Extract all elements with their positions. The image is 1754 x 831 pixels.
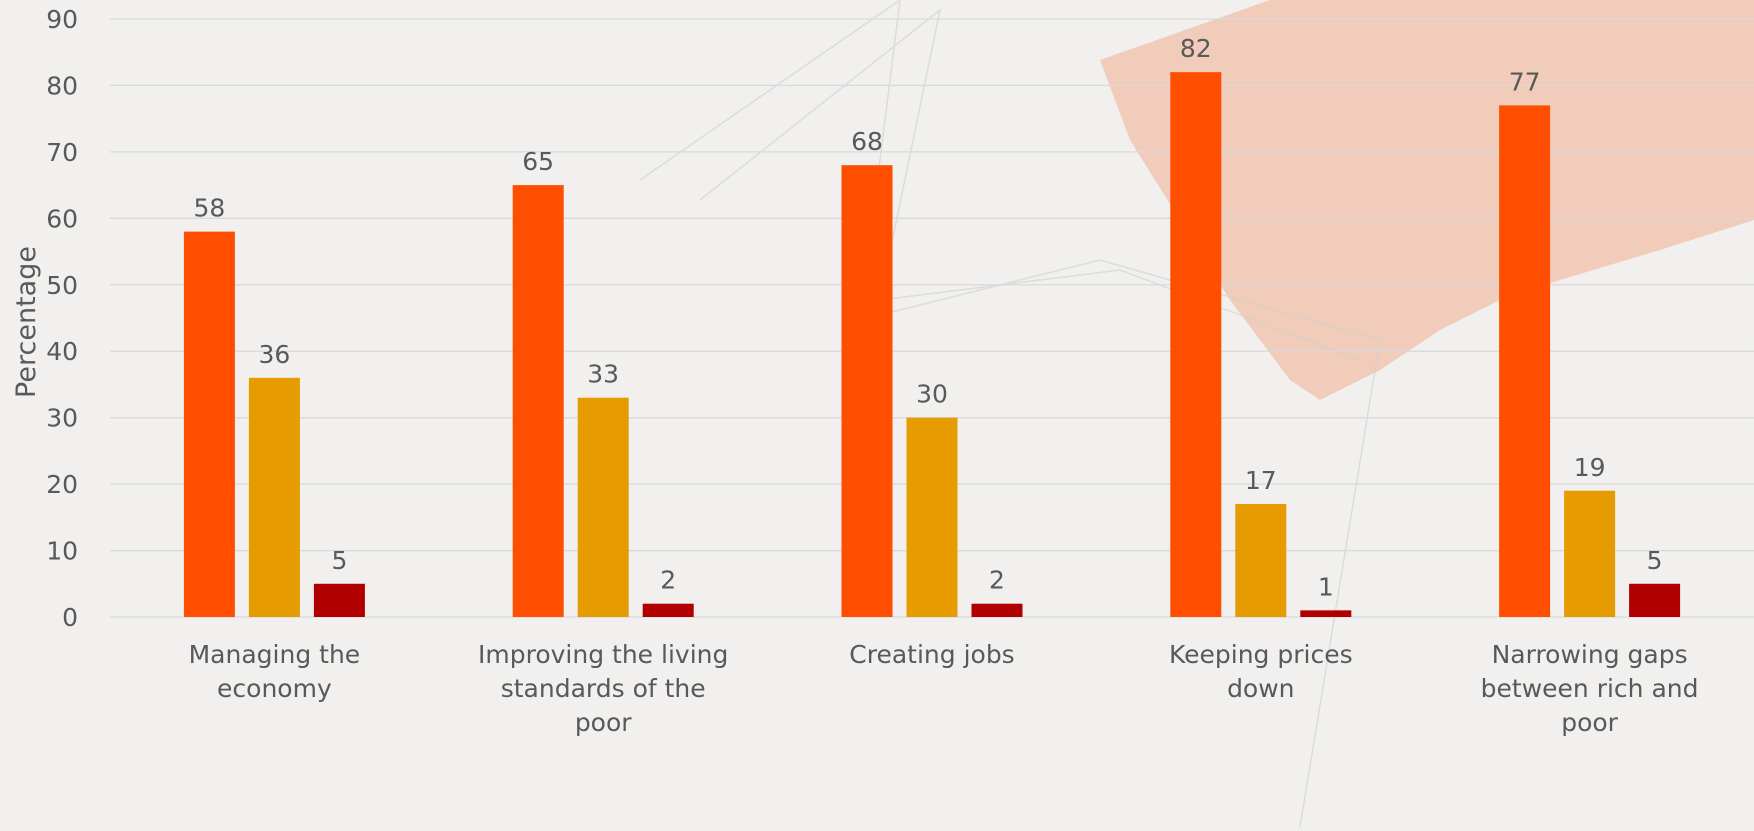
bar bbox=[313, 583, 365, 617]
bar bbox=[1629, 583, 1681, 617]
x-category-label: Managing the bbox=[189, 640, 361, 669]
bar bbox=[1170, 72, 1222, 617]
data-label: 68 bbox=[851, 127, 883, 156]
data-label: 65 bbox=[522, 147, 554, 176]
x-category-label: poor bbox=[1561, 708, 1618, 737]
x-category-label: Keeping prices bbox=[1169, 640, 1353, 669]
data-label: 77 bbox=[1509, 67, 1541, 96]
y-tick-label: 90 bbox=[46, 5, 78, 34]
bar bbox=[183, 231, 235, 617]
x-category-label: standards of the bbox=[501, 674, 706, 703]
y-tick-label: 40 bbox=[46, 337, 78, 366]
bar bbox=[841, 165, 893, 617]
gridlines bbox=[110, 18, 1754, 618]
x-category-label: economy bbox=[217, 674, 332, 703]
decorative-shape bbox=[1100, 0, 1754, 400]
data-label: 5 bbox=[331, 546, 347, 575]
data-labels: 58 36 5 65 33 2 68 30 2 82 17 1 77 19 5 bbox=[193, 34, 1662, 601]
y-axis-title: Percentage bbox=[11, 246, 42, 398]
y-tick-label: 10 bbox=[46, 537, 78, 566]
bar bbox=[1564, 490, 1616, 617]
bar bbox=[1300, 610, 1352, 617]
data-label: 2 bbox=[660, 566, 676, 595]
bars bbox=[183, 72, 1681, 617]
x-category-label: poor bbox=[575, 708, 632, 737]
bar bbox=[1499, 105, 1551, 617]
y-tick-label: 60 bbox=[46, 204, 78, 233]
data-label: 2 bbox=[989, 566, 1005, 595]
y-tick-label: 80 bbox=[46, 71, 78, 100]
y-tick-label: 50 bbox=[46, 271, 78, 300]
x-category-label: Narrowing gaps bbox=[1492, 640, 1688, 669]
data-label: 19 bbox=[1574, 453, 1606, 482]
y-tick-label: 20 bbox=[46, 470, 78, 499]
bar bbox=[512, 185, 564, 617]
bar bbox=[248, 377, 300, 617]
y-tick-label: 30 bbox=[46, 404, 78, 433]
x-category-label: Creating jobs bbox=[849, 640, 1014, 669]
bar bbox=[577, 397, 629, 617]
data-label: 30 bbox=[916, 380, 948, 409]
y-tick-label: 0 bbox=[62, 603, 78, 632]
bar bbox=[1235, 504, 1287, 617]
y-tick-label: 70 bbox=[46, 138, 78, 167]
data-label: 82 bbox=[1180, 34, 1212, 63]
data-label: 33 bbox=[587, 360, 619, 389]
bar bbox=[642, 603, 694, 617]
data-label: 58 bbox=[193, 194, 225, 223]
data-label: 17 bbox=[1245, 466, 1277, 495]
bar bbox=[971, 603, 1023, 617]
x-axis-categories: Managing the economy Improving the living s… bbox=[189, 640, 1699, 737]
bar bbox=[906, 417, 958, 617]
data-label: 36 bbox=[258, 340, 290, 369]
x-category-label: between rich and bbox=[1481, 674, 1699, 703]
x-category-label: down bbox=[1227, 674, 1294, 703]
y-axis-ticks: 0 10 20 30 40 50 60 70 80 90 bbox=[46, 5, 78, 632]
data-label: 5 bbox=[1647, 546, 1663, 575]
x-category-label: Improving the living bbox=[478, 640, 728, 669]
data-label: 1 bbox=[1318, 572, 1334, 601]
